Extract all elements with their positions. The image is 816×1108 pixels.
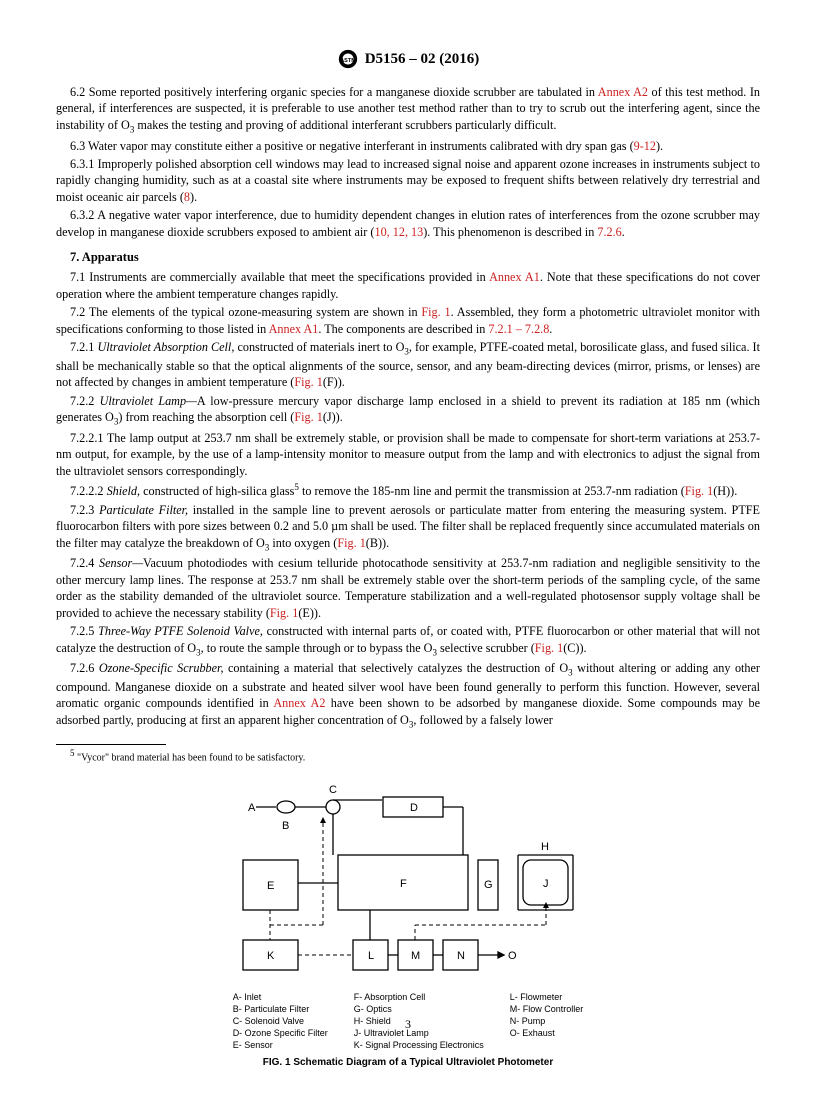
para-7-2-3: 7.2.3 Particulate Filter, installed in t…	[56, 502, 760, 554]
para-7-2-6: 7.2.6 Ozone-Specific Scrubber, containin…	[56, 660, 760, 730]
svg-text:B: B	[282, 820, 289, 832]
link-annex-a2[interactable]: Annex A2	[598, 85, 648, 99]
link-annex-a1-b[interactable]: Annex A1	[269, 322, 319, 336]
svg-text:F: F	[400, 878, 407, 890]
page-content: ASTM D5156 – 02 (2016) 6.2 Some reported…	[0, 0, 816, 1108]
svg-text:L: L	[368, 950, 374, 962]
link-annex-a2-b[interactable]: Annex A2	[273, 696, 325, 710]
link-fig1-b[interactable]: Fig. 1	[337, 536, 365, 550]
svg-text:K: K	[267, 950, 275, 962]
link-721-728[interactable]: 7.2.1 – 7.2.8	[488, 322, 549, 336]
svg-text:C: C	[329, 784, 337, 796]
section-7-heading: 7. Apparatus	[56, 250, 760, 265]
svg-text:O: O	[508, 950, 517, 962]
footnote-rule	[56, 744, 166, 745]
page-number: 3	[0, 1017, 816, 1032]
link-refs-10-12-13[interactable]: 10, 12, 13	[374, 225, 423, 239]
doc-number: D5156 – 02 (2016)	[365, 51, 480, 68]
svg-text:M: M	[411, 950, 420, 962]
para-7-2-1: 7.2.1 Ultraviolet Absorption Cell, const…	[56, 339, 760, 391]
para-7-2: 7.2 The elements of the typical ozone-me…	[56, 304, 760, 337]
para-7-2-4: 7.2.4 Sensor—Vacuum photodiodes with ces…	[56, 555, 760, 621]
svg-text:ASTM: ASTM	[340, 58, 356, 64]
link-fig1-h[interactable]: Fig. 1	[685, 484, 713, 498]
figure-caption: FIG. 1 Schematic Diagram of a Typical Ul…	[56, 1057, 760, 1068]
para-7-2-5: 7.2.5 Three-Way PTFE Solenoid Valve, con…	[56, 623, 760, 658]
svg-text:J: J	[543, 878, 549, 890]
para-6-3: 6.3 Water vapor may constitute either a …	[56, 138, 760, 154]
link-fig1-c[interactable]: Fig. 1	[535, 641, 563, 655]
footnote-5: 5 "Vycor" brand material has been found …	[56, 748, 760, 764]
para-6-3-2: 6.3.2 A negative water vapor interferenc…	[56, 207, 760, 240]
schematic-diagram: A B C D E F G H J K L M N O	[228, 775, 588, 985]
svg-text:A: A	[248, 802, 256, 814]
link-fig1[interactable]: Fig. 1	[421, 305, 450, 319]
para-7-2-2: 7.2.2 Ultraviolet Lamp—A low-pressure me…	[56, 393, 760, 428]
link-fig1-e[interactable]: Fig. 1	[270, 606, 298, 620]
link-fig1-f[interactable]: Fig. 1	[294, 375, 322, 389]
svg-text:D: D	[410, 802, 418, 814]
link-726[interactable]: 7.2.6	[597, 225, 621, 239]
link-annex-a1[interactable]: Annex A1	[489, 270, 540, 284]
doc-header: ASTM D5156 – 02 (2016)	[56, 48, 760, 70]
svg-text:N: N	[457, 950, 465, 962]
svg-text:H: H	[541, 841, 549, 853]
svg-text:G: G	[484, 879, 493, 891]
svg-text:E: E	[267, 880, 274, 892]
link-fig1-j[interactable]: Fig. 1	[294, 410, 322, 424]
para-6-2: 6.2 Some reported positively interfering…	[56, 84, 760, 136]
para-7-1: 7.1 Instruments are commercially availab…	[56, 269, 760, 302]
link-refs-9-12[interactable]: 9-12	[634, 139, 656, 153]
para-7-2-2-1: 7.2.2.1 The lamp output at 253.7 nm shal…	[56, 430, 760, 479]
astm-logo-icon: ASTM	[337, 48, 359, 70]
para-6-3-1: 6.3.1 Improperly polished absorption cel…	[56, 156, 760, 205]
para-7-2-2-2: 7.2.2.2 Shield, constructed of high-sili…	[56, 481, 760, 500]
